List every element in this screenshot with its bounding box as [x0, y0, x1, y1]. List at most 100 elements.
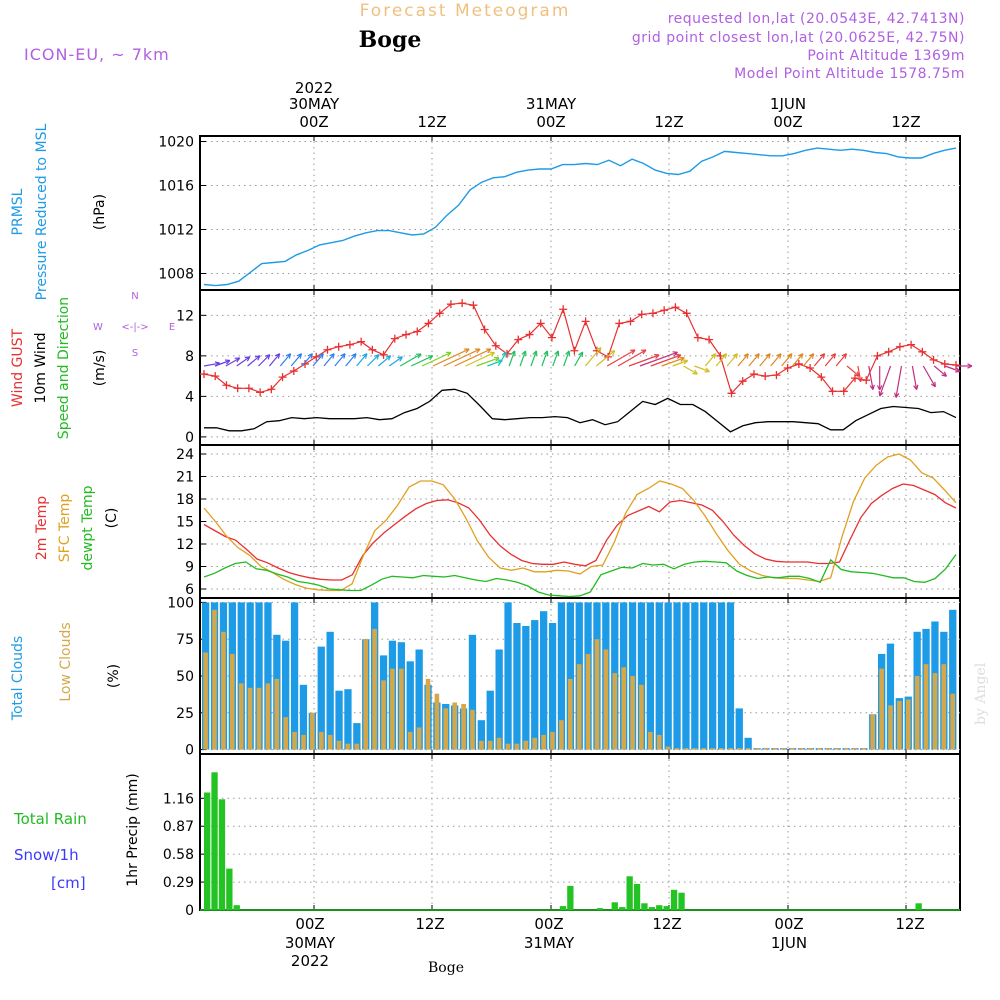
gust-marker: [301, 359, 310, 368]
gust-marker: [222, 381, 231, 390]
wind-arrow-head: [679, 356, 685, 362]
compass-s: S: [132, 348, 138, 359]
low-cloud-bar: [372, 628, 377, 750]
label-2mtemp: 2m Temp: [34, 496, 50, 560]
wind-arrow-head: [329, 353, 335, 359]
wind-arrow: [748, 353, 760, 367]
wind-arrow: [388, 356, 403, 367]
low-cloud-bar: [212, 609, 217, 750]
low-cloud-bar: [585, 653, 591, 750]
total-cloud-bar: [344, 689, 352, 750]
wind-arrow: [922, 365, 936, 388]
rain-bar: [567, 885, 574, 910]
wind-arrow-head: [464, 348, 470, 354]
label-hpa: (hPa): [92, 194, 108, 230]
wind10m-line: [204, 388, 957, 433]
low-cloud-bar: [452, 702, 457, 750]
label-dewpt: dewpt Temp: [80, 485, 96, 570]
pressure-line: [203, 147, 957, 287]
compass-w: W: [93, 322, 103, 333]
wind-arrow: [497, 351, 507, 367]
gust-marker: [693, 333, 702, 342]
rain-bar: [211, 772, 218, 910]
gust-marker: [233, 384, 242, 393]
gust-marker: [446, 300, 455, 309]
label-snow: Snow/1h: [14, 846, 79, 864]
wind-arrow: [726, 353, 738, 367]
wind-arrow: [279, 353, 292, 367]
wind-arrow-head: [474, 348, 481, 354]
low-cloud-bar: [496, 737, 502, 750]
wind-arrow-head: [913, 384, 919, 390]
wind-arrow: [672, 359, 688, 367]
low-cloud-bar: [603, 649, 609, 750]
low-cloud-bar: [381, 680, 386, 750]
wind-arrow-head: [754, 353, 760, 359]
wind-arrow-head: [234, 357, 241, 363]
wind-arrow: [911, 365, 918, 390]
total-cloud-bar: [237, 602, 245, 750]
wind-arrow-head: [629, 349, 636, 355]
low-cloud-bar: [292, 731, 297, 750]
y-tick-label: 100: [167, 595, 194, 611]
rain-bar: [656, 905, 663, 910]
y-tick-label: 1016: [158, 179, 194, 195]
wind-arrow: [781, 353, 793, 367]
wind-arrow-head: [654, 353, 660, 360]
chart-title: Forecast Meteogram: [360, 1, 571, 21]
wind-arrow: [694, 365, 710, 373]
gust-marker: [525, 330, 534, 339]
low-cloud-bar: [612, 673, 618, 750]
wind-arrow: [410, 355, 434, 367]
gust-marker: [211, 372, 220, 381]
total-cloud-bar: [415, 649, 423, 750]
label-lowclouds: Low Clouds: [58, 622, 74, 701]
gust-marker: [940, 359, 949, 368]
bottom-tick-2: 12Z: [415, 915, 444, 933]
wind-arrow-head: [894, 392, 900, 398]
total-cloud-bar: [468, 634, 477, 750]
wind-arrow-head: [967, 363, 973, 369]
gust-marker: [895, 342, 904, 351]
low-cloud-bar: [425, 678, 431, 750]
top-date-1: 30MAY: [289, 95, 340, 113]
gust-marker: [334, 342, 343, 351]
panel-5: 0 0.29 0.58 0.87 1.16: [163, 753, 961, 919]
wind-arrow: [356, 353, 368, 367]
top-tick-1: 00Z: [299, 113, 328, 131]
label-totalrain: Total Rain: [13, 810, 87, 828]
low-cloud-bar: [274, 678, 280, 750]
wind-arrow: [715, 353, 727, 367]
wind-arrow-head: [869, 384, 875, 390]
low-cloud-bar: [772, 748, 778, 750]
wind-arrow: [432, 348, 470, 367]
wind-arrow-head: [808, 353, 815, 359]
rain-bar: [611, 902, 618, 910]
wind-arrow: [530, 350, 537, 367]
low-cloud-bar: [656, 734, 662, 750]
gust-marker: [828, 387, 837, 396]
wind-arrow-head: [427, 355, 434, 361]
total-cloud-bar: [531, 620, 539, 750]
total-cloud-bar: [664, 602, 672, 750]
y-tick-label: 9: [185, 560, 194, 576]
wind-arrow: [895, 365, 903, 398]
wind-arrow: [835, 353, 847, 367]
gust-marker: [480, 325, 489, 334]
gust-marker: [514, 335, 523, 344]
gust-marker: [379, 350, 388, 359]
gust-marker: [749, 370, 758, 379]
low-cloud-bar: [897, 701, 902, 750]
low-cloud-bar: [861, 748, 867, 750]
total-cloud-bar: [566, 602, 574, 750]
wind-arrow: [334, 353, 346, 367]
wind-arrow: [236, 356, 251, 367]
total-cloud-bar: [548, 623, 557, 750]
gust-marker: [323, 345, 332, 354]
wind-arrow: [421, 351, 452, 367]
total-cloud-bar: [477, 720, 485, 750]
y-tick-label: 1008: [158, 267, 194, 283]
wind-arrow: [454, 348, 492, 367]
total-cloud-bar: [709, 602, 717, 750]
